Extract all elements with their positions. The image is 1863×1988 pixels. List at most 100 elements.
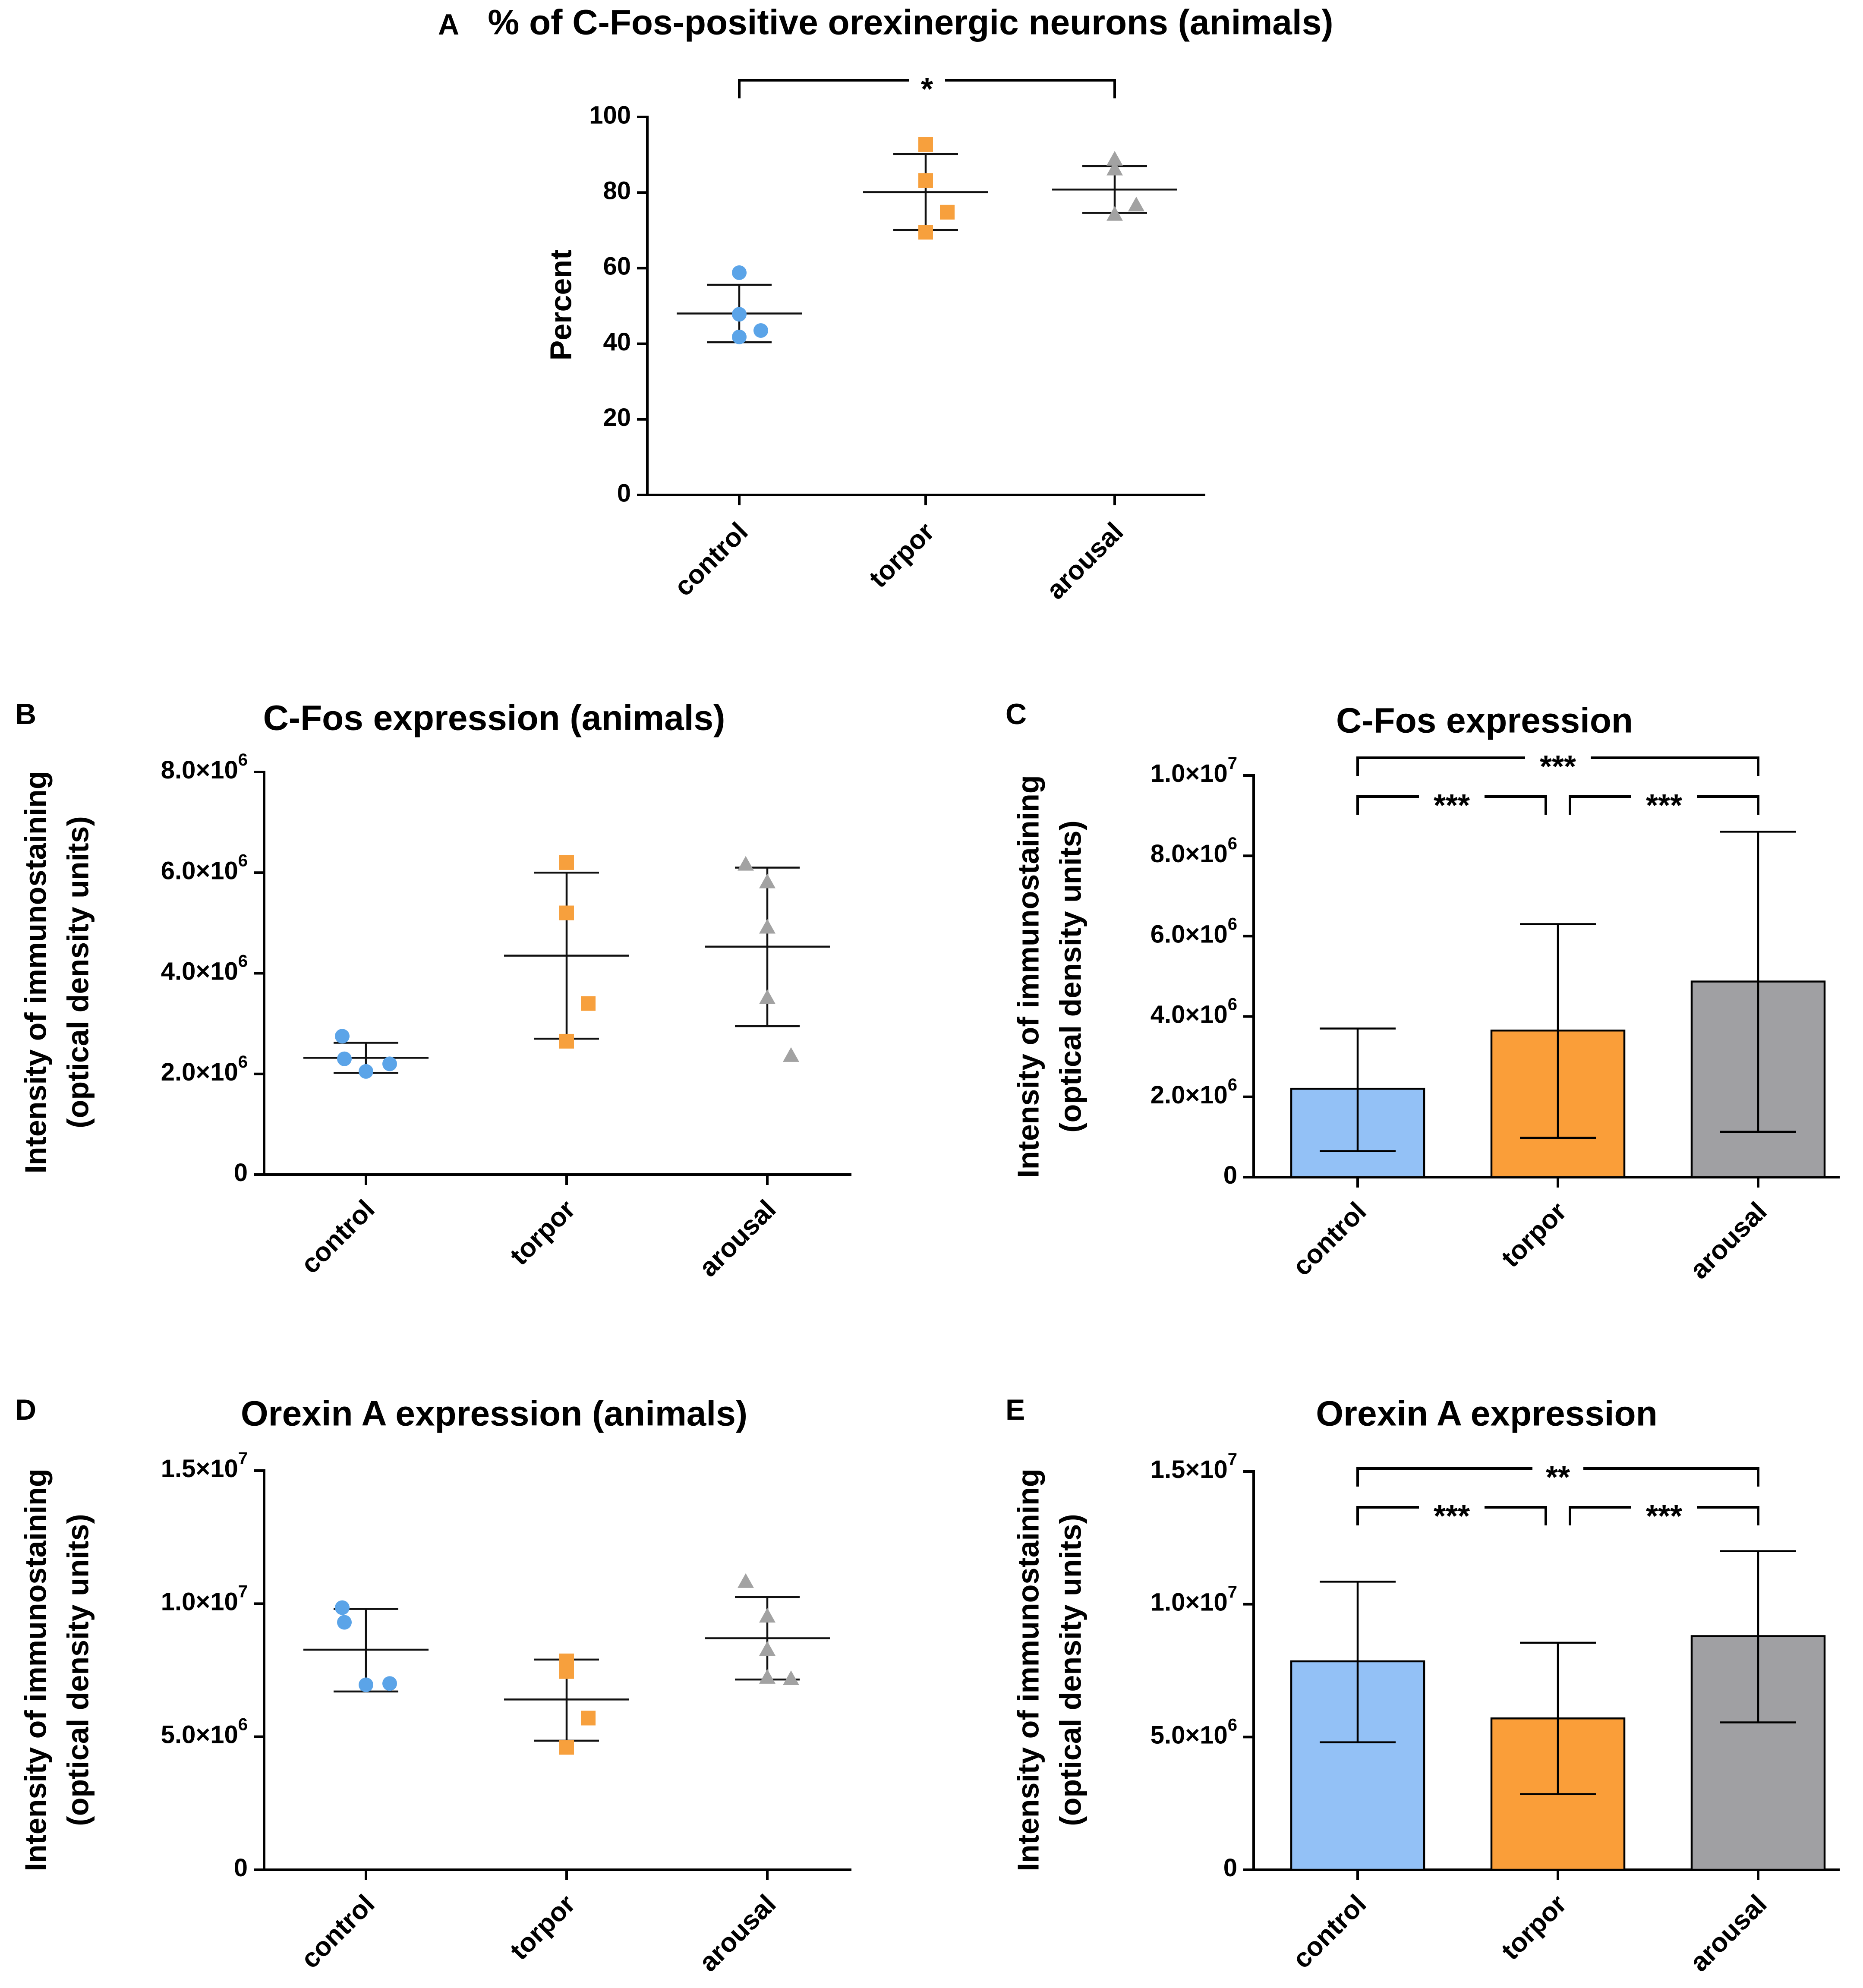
data-point bbox=[738, 856, 754, 871]
y-tick-label: 5.0×106 bbox=[1151, 1715, 1237, 1749]
data-point bbox=[759, 989, 775, 1004]
y-tick-label: 6.0×106 bbox=[161, 851, 248, 885]
y-axis-label: Intensity of immunostaining (optical dens… bbox=[19, 1468, 95, 1871]
chart-title: C-Fos expression (animals) bbox=[263, 699, 725, 738]
series-arousal bbox=[1052, 151, 1177, 221]
bracket-right bbox=[1697, 1506, 1759, 1525]
data-point bbox=[738, 1573, 754, 1588]
significance-bracket: *** bbox=[1356, 750, 1759, 784]
significance-bracket: *** bbox=[1569, 1499, 1759, 1534]
significance-bracket: *** bbox=[1356, 1499, 1547, 1534]
bar-group-control bbox=[1290, 1581, 1425, 1871]
data-point bbox=[382, 1676, 397, 1691]
data-point bbox=[1106, 151, 1123, 166]
y-axis-label: Intensity of immunostaining (optical dens… bbox=[1011, 1468, 1087, 1871]
chart-title: % of C-Fos-positive orexinergic neurons … bbox=[488, 3, 1333, 42]
series-torpor bbox=[504, 1653, 629, 1755]
data-point bbox=[732, 265, 747, 280]
bar-group-arousal bbox=[1690, 831, 1826, 1178]
data-point bbox=[337, 1615, 352, 1630]
series-torpor bbox=[504, 855, 629, 1049]
y-tick-label: 2.0×106 bbox=[161, 1052, 248, 1086]
data-point bbox=[1106, 206, 1123, 221]
y-axis-label-line: (optical density units) bbox=[61, 816, 95, 1128]
data-point bbox=[559, 1033, 574, 1049]
y-axis-label-line: Intensity of immunostaining bbox=[19, 1468, 52, 1871]
significance-bracket: *** bbox=[1569, 788, 1759, 823]
series-torpor bbox=[863, 137, 988, 240]
significance-label: *** bbox=[1434, 788, 1470, 823]
axes bbox=[263, 1469, 851, 1871]
data-point bbox=[759, 1608, 775, 1623]
data-point bbox=[581, 996, 596, 1011]
chart-title: C-Fos expression bbox=[1336, 701, 1633, 740]
data-point bbox=[335, 1600, 350, 1615]
y-axis-label-line: Intensity of immunostaining bbox=[1011, 1468, 1045, 1871]
significance-bracket: ** bbox=[1356, 1460, 1759, 1495]
bracket-right bbox=[1591, 756, 1759, 776]
bar-group-control bbox=[1290, 1027, 1425, 1178]
data-point bbox=[783, 1047, 799, 1062]
panel-c: C C-Fos expression 0 2.0×106 4.0×106 6.0×106 8… bbox=[1006, 698, 1840, 1285]
data-point bbox=[918, 137, 933, 152]
y-axis-label: Intensity of immunostaining (optical dens… bbox=[19, 771, 95, 1173]
data-point bbox=[359, 1677, 373, 1692]
data-point bbox=[783, 1670, 799, 1686]
bracket-right bbox=[945, 79, 1116, 98]
bracket-left bbox=[1569, 1506, 1631, 1525]
y-tick-label: 0 bbox=[234, 1159, 248, 1187]
data-point bbox=[732, 307, 747, 322]
significance-label: *** bbox=[1646, 788, 1682, 823]
significance-bracket: * bbox=[738, 72, 1116, 107]
data-point bbox=[559, 1664, 574, 1679]
bar-group-torpor bbox=[1490, 1641, 1626, 1871]
y-tick-label: 1.0×107 bbox=[161, 1582, 248, 1616]
y-tick-label: 1.0×107 bbox=[1151, 754, 1237, 788]
bracket-left bbox=[738, 79, 909, 98]
data-point bbox=[359, 1064, 373, 1079]
y-tick-label: 0 bbox=[1223, 1854, 1237, 1882]
bracket-left bbox=[1356, 756, 1525, 776]
y-axis-label: Intensity of immunostaining (optical dens… bbox=[1011, 775, 1087, 1178]
panel-letter: C bbox=[1006, 698, 1027, 731]
bracket-right bbox=[1485, 795, 1547, 815]
data-point bbox=[559, 855, 574, 870]
data-point bbox=[732, 329, 747, 344]
y-tick-label: 100 bbox=[589, 101, 631, 129]
panel-letter: E bbox=[1006, 1393, 1025, 1426]
y-axis-label-line: (optical density units) bbox=[1053, 1514, 1087, 1826]
bracket-right bbox=[1697, 795, 1759, 815]
y-tick-label: 1.5×107 bbox=[1151, 1450, 1237, 1484]
series-control bbox=[303, 1029, 429, 1079]
y-tick-label: 1.0×107 bbox=[1151, 1582, 1237, 1616]
series-arousal bbox=[705, 1573, 830, 1686]
y-axis-label: Percent bbox=[544, 250, 577, 361]
bracket-left bbox=[1569, 795, 1631, 815]
data-point bbox=[1128, 196, 1144, 211]
y-tick-label: 20 bbox=[603, 403, 631, 432]
y-tick-label: 1.5×107 bbox=[161, 1449, 248, 1483]
bar-group-torpor bbox=[1490, 923, 1626, 1178]
y-tick-label: 6.0×106 bbox=[1151, 914, 1237, 948]
significance-label: ** bbox=[1546, 1460, 1570, 1495]
data-point bbox=[759, 1641, 775, 1656]
y-tick-label: 8.0×106 bbox=[161, 750, 248, 784]
y-tick-label: 0 bbox=[1223, 1161, 1237, 1189]
data-point bbox=[918, 225, 933, 240]
data-point bbox=[559, 1740, 574, 1755]
y-tick-label: 5.0×106 bbox=[161, 1715, 248, 1749]
series-arousal bbox=[705, 856, 830, 1062]
significance-bracket: *** bbox=[1356, 788, 1547, 823]
bar-group-arousal bbox=[1690, 1550, 1826, 1871]
panel-letter: D bbox=[15, 1393, 36, 1426]
chart-title: Orexin A expression bbox=[1316, 1394, 1657, 1434]
series-control bbox=[303, 1600, 429, 1693]
y-tick-label: 40 bbox=[603, 328, 631, 356]
data-point bbox=[759, 919, 775, 934]
y-tick-label: 8.0×106 bbox=[1151, 834, 1237, 868]
panel-letter: B bbox=[15, 698, 36, 731]
significance-label: *** bbox=[1540, 750, 1576, 784]
y-axis-label-line: (optical density units) bbox=[61, 1514, 95, 1826]
panel-letter: A bbox=[438, 8, 459, 41]
